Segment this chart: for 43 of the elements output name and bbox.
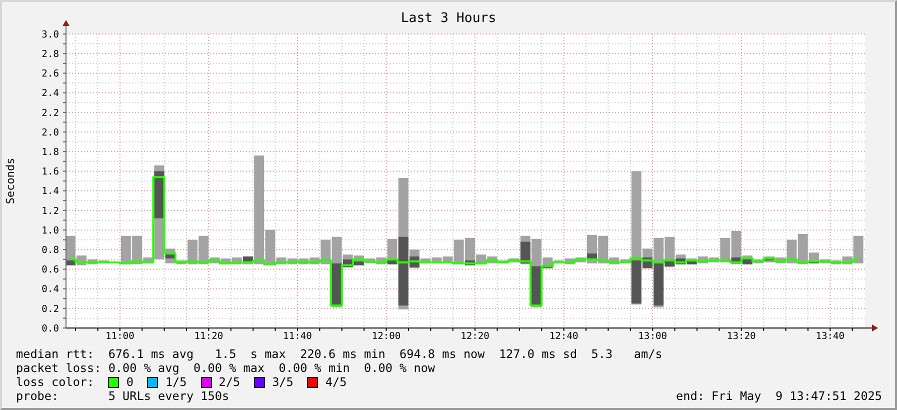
x-tick-label: 13:20 (726, 330, 756, 342)
x-tick-label: 11:20 (194, 330, 224, 342)
y-tick-label: 2.6 (42, 68, 60, 80)
x-tick-label: 11:00 (105, 330, 135, 342)
bar (165, 254, 176, 258)
text: median rtt: 676.1 ms avg 1.5 s max 220.6 ms min 694.8 ms now 127.0 ms sd 5.3 am/s (16, 347, 664, 361)
chart-title: Last 3 Hours (400, 11, 498, 26)
legend-label: 2/5 (218, 375, 240, 389)
y-tick-label: 1.8 (42, 147, 60, 158)
bar (66, 260, 76, 266)
legend-label: 4/5 (325, 375, 347, 389)
y-tick-label: 1.2 (42, 206, 59, 217)
y-tick-label: 2.2 (42, 108, 59, 119)
bar (520, 242, 530, 264)
y-tick-label: 0.8 (42, 245, 60, 256)
legend-label: 0 (126, 375, 134, 389)
x-tick-label: 13:40 (816, 330, 845, 342)
y-axis-title: Seconds (4, 158, 17, 204)
bar (243, 256, 253, 262)
y-tick-label: 2.0 (42, 127, 60, 138)
bar (354, 261, 364, 266)
y-tick-label: 0.6 (42, 264, 60, 276)
text: probe: 5 URLs every 150s (16, 389, 230, 403)
x-tick-label: 12:40 (549, 330, 578, 342)
legend-label: 3/5 (272, 375, 294, 389)
y-tick-label: 1.6 (42, 166, 60, 178)
y-tick-label: 2.4 (42, 88, 60, 100)
legend-title: loss color: (16, 375, 96, 389)
y-tick-label: 3.0 (42, 29, 60, 40)
text: end: Fri May 9 13:47:51 2025 (676, 389, 882, 403)
bar (154, 171, 164, 218)
y-tick-label: 2.8 (42, 49, 60, 60)
x-tick-label: 12:20 (460, 330, 490, 342)
y-tick-label: 0.2 (42, 304, 59, 315)
y-tick-label: 1.4 (42, 186, 60, 198)
y-tick-label: 1.0 (42, 225, 60, 236)
legend-label: 1/5 (165, 375, 187, 389)
y-tick-label: 0.4 (42, 284, 60, 296)
x-tick-label: 12:00 (372, 330, 401, 342)
text: packet loss: 0.00 % avg 0.00 % max 0.00 % min 0.00 % now (16, 361, 436, 375)
y-tick-label: 0.0 (42, 323, 60, 334)
x-tick-label: 11:40 (283, 330, 312, 342)
x-tick-label: 13:00 (638, 330, 668, 342)
